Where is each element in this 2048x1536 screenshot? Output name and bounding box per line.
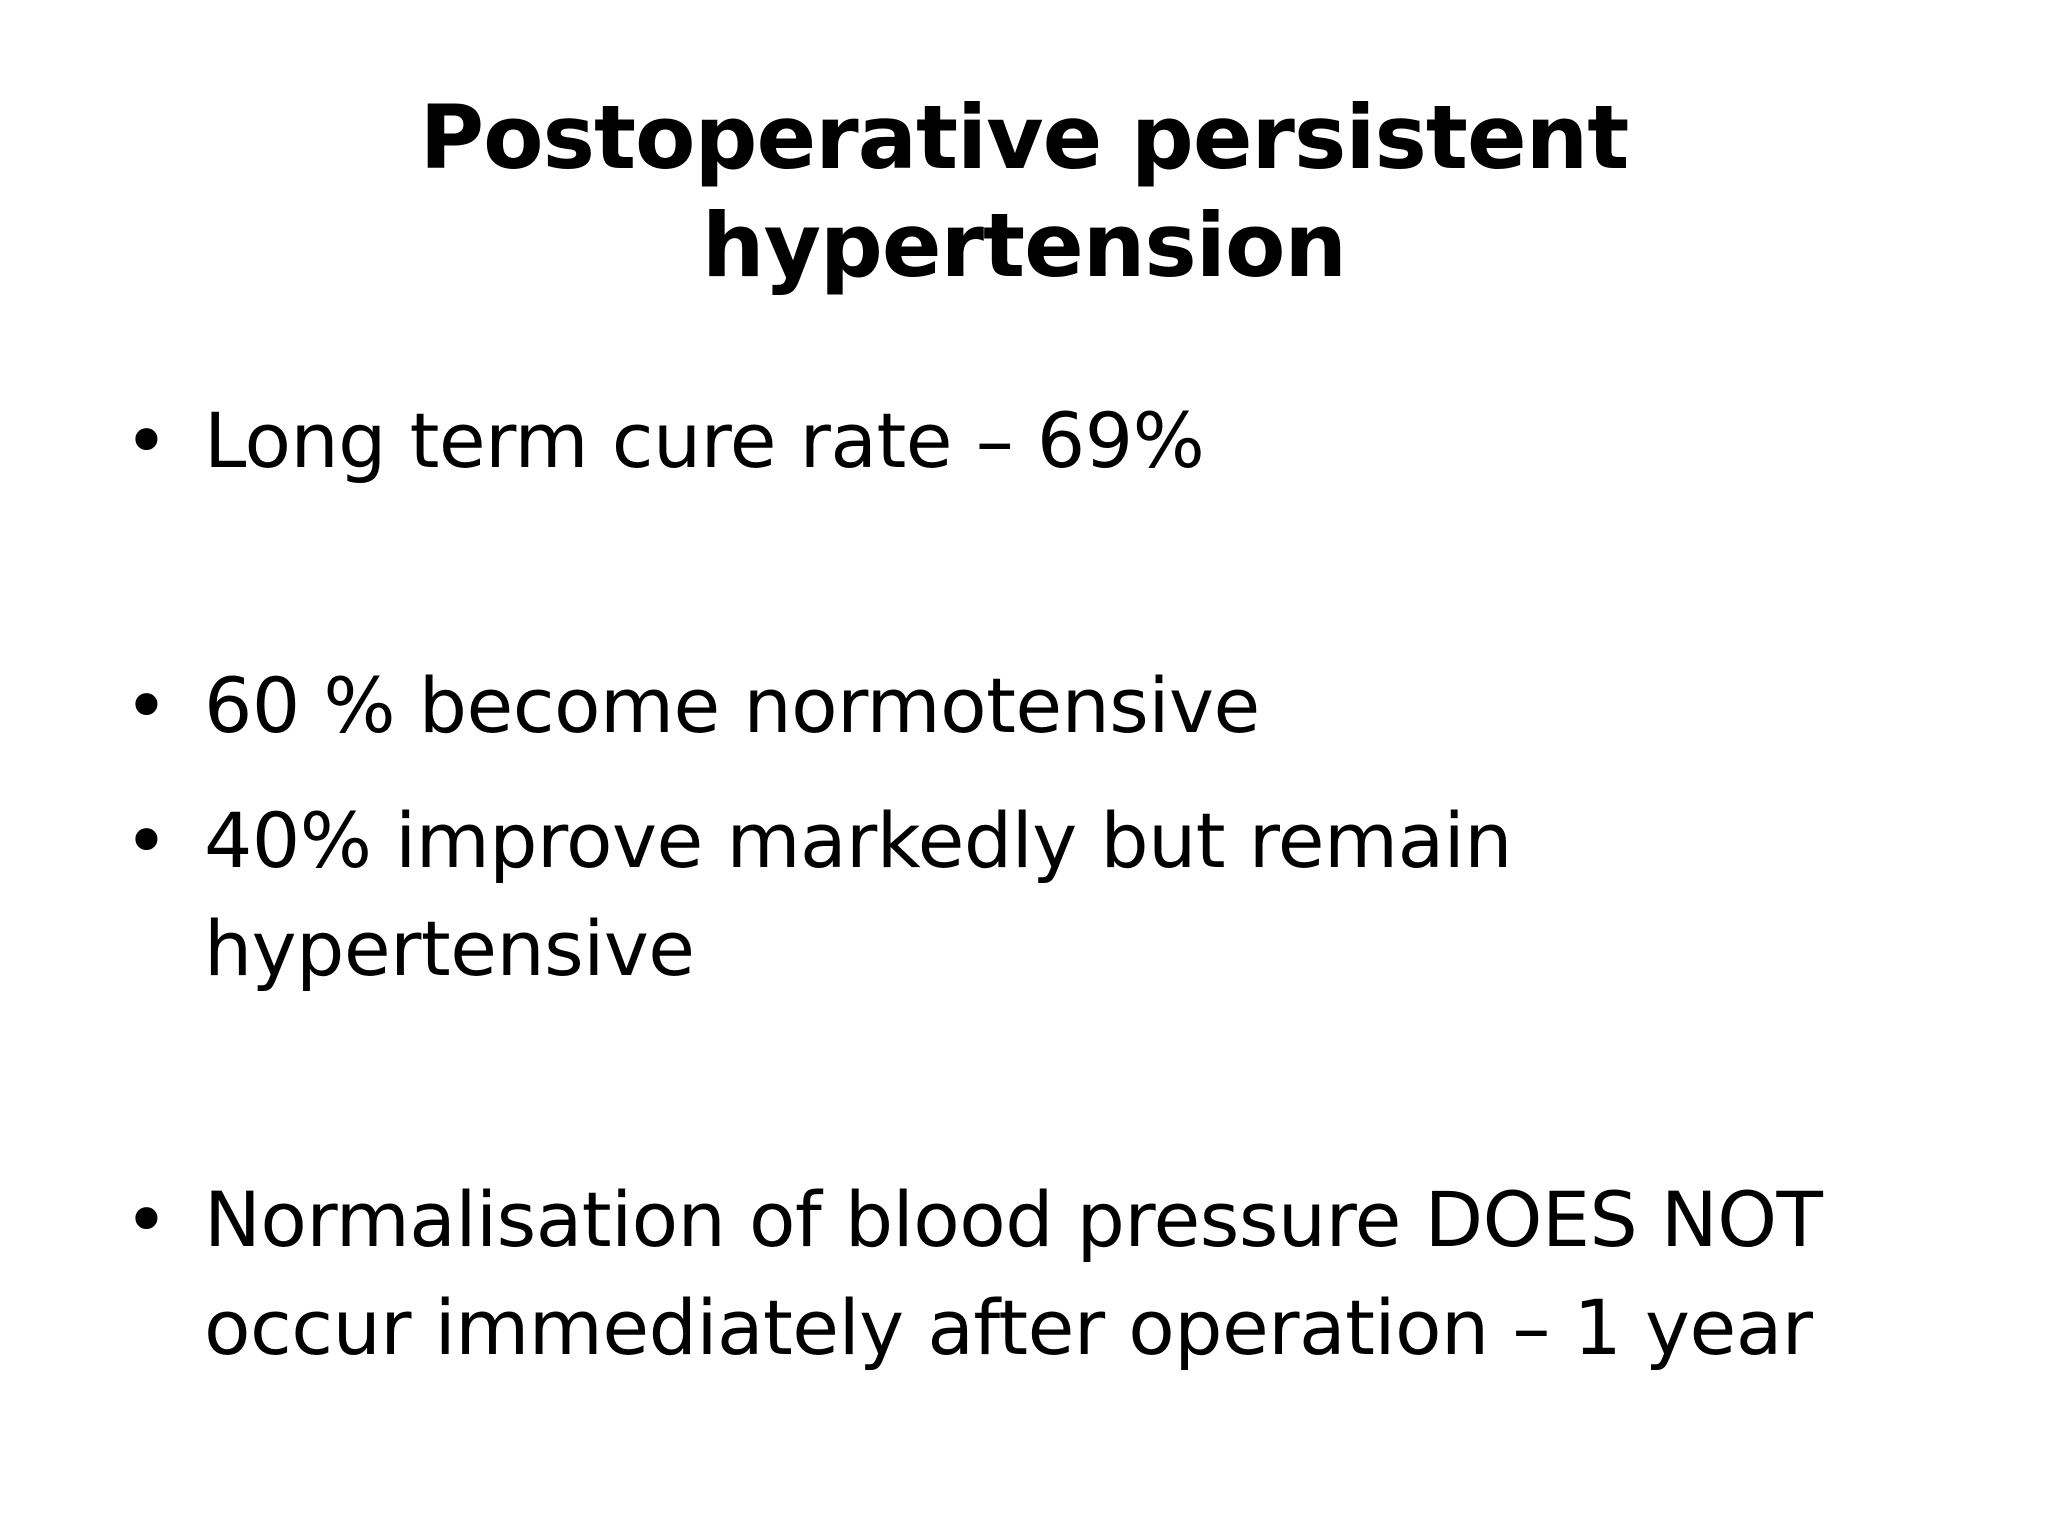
bullet-dot-icon: • xyxy=(124,396,169,485)
bullet-dot-icon: • xyxy=(124,661,169,750)
bullet-item: • 40% improve markedly but remain hypert… xyxy=(124,787,1924,1003)
bullet-text: Long term cure rate – 69% xyxy=(204,396,1205,485)
bullet-item: • Normalisation of blood pressure DOES N… xyxy=(124,1166,1924,1382)
slide-title: Postoperative persistent hypertension xyxy=(419,86,1630,297)
bullet-dot-icon: • xyxy=(124,1175,169,1264)
bullet-text: Normalisation of blood pressure DOES NOT… xyxy=(204,1175,1823,1372)
bullet-text: 60 % become normotensive xyxy=(204,661,1260,750)
bullet-dot-icon: • xyxy=(124,796,169,885)
bullet-item: • 60 % become normotensive xyxy=(124,652,1924,760)
bullet-text: 40% improve markedly but remain hyperten… xyxy=(204,796,1512,993)
bullet-item: • Long term cure rate – 69% xyxy=(124,387,1924,495)
